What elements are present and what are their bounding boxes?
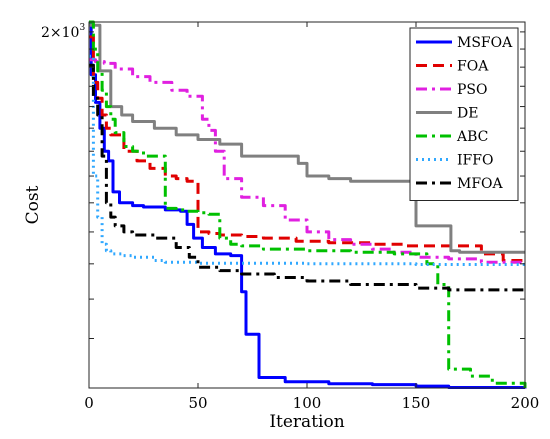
legend-label-pso: PSO	[457, 82, 488, 98]
y-tick-label: 2×103	[41, 23, 85, 41]
x-tick-label: 150	[402, 394, 431, 412]
x-tick-label: 0	[84, 394, 94, 412]
x-tick-labels: 0 50 100 150 200	[84, 394, 539, 412]
legend: MSFOA FOA PSO DE ABC IFFO MFOA	[410, 28, 518, 201]
y-tick-label-base: 2×10	[41, 25, 79, 41]
x-tick-label: 100	[293, 394, 322, 412]
legend-label-de: DE	[457, 106, 478, 122]
legend-label-mfoa: MFOA	[457, 176, 504, 192]
legend-label-abc: ABC	[456, 129, 488, 145]
legend-label-msfoa: MSFOA	[457, 35, 513, 51]
x-tick-label: 200	[511, 394, 540, 412]
y-tick-label-exponent: 3	[79, 23, 85, 33]
legend-label-iffo: IFFO	[457, 153, 493, 169]
x-axis-label: Iteration	[269, 412, 344, 432]
y-axis-label: Cost	[23, 185, 43, 224]
legend-label-foa: FOA	[457, 59, 489, 75]
x-tick-label: 50	[188, 394, 207, 412]
